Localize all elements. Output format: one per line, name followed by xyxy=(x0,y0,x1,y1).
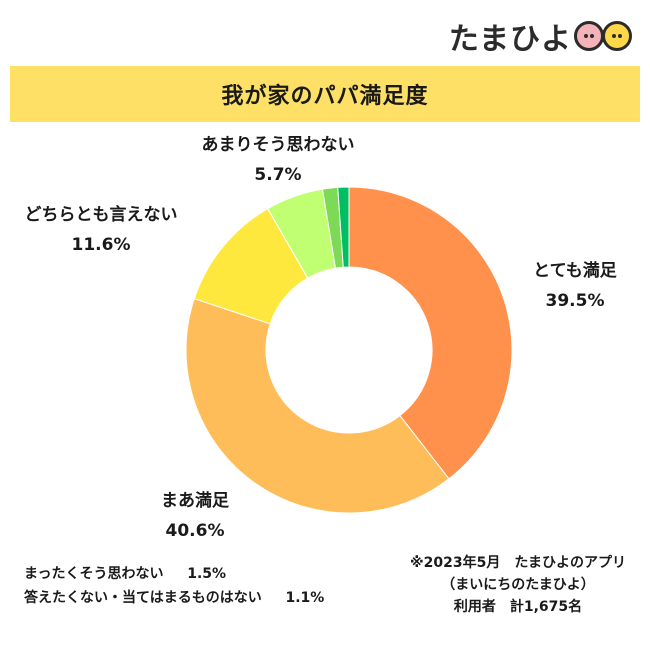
title-bar: 我が家のパパ満足度 xyxy=(10,66,640,122)
note-not-at-all-label: まったくそう思わない xyxy=(24,566,164,582)
label-not-really-name: あまりそう思わない xyxy=(201,135,355,155)
source-line-3: 利用者 計1,675名 xyxy=(453,599,583,615)
logo-faces-icon xyxy=(574,21,632,51)
brand-logo: たまひよ xyxy=(449,14,632,58)
label-neither-name: どちらとも言えない xyxy=(24,205,178,225)
note-no-answer: 答えたくない・当てはまるものはない 1.1% xyxy=(24,586,324,610)
chart-title: 我が家のパパ満足度 xyxy=(221,84,429,109)
label-somewhat-satisfied-value: 40.6% xyxy=(165,521,225,541)
note-not-at-all-value: 1.5% xyxy=(187,566,227,582)
label-very-satisfied-value: 39.5% xyxy=(545,291,605,311)
label-very-satisfied: とても満足 39.5% xyxy=(520,256,630,316)
source-line-1: ※2023年5月 たまひよのアプリ xyxy=(410,555,626,571)
label-neither: どちらとも言えない 11.6% xyxy=(6,200,196,260)
label-somewhat-satisfied-name: まあ満足 xyxy=(161,491,229,511)
source-note: ※2023年5月 たまひよのアプリ （まいにちのたまひよ） 利用者 計1,675… xyxy=(398,552,638,618)
logo-text: たまひよ xyxy=(448,22,572,57)
slice-somewhat-satisfied xyxy=(185,298,450,514)
label-very-satisfied-name: とても満足 xyxy=(533,261,617,281)
label-somewhat-satisfied: まあ満足 40.6% xyxy=(120,486,270,546)
label-not-really: あまりそう思わない 5.7% xyxy=(178,130,378,190)
yellow-face-icon xyxy=(602,21,632,51)
label-neither-value: 11.6% xyxy=(71,235,131,255)
label-not-really-value: 5.7% xyxy=(254,165,302,185)
source-line-2: （まいにちのたまひよ） xyxy=(441,577,595,593)
slice-no-answer xyxy=(337,186,350,268)
slice-very-satisfied xyxy=(348,186,513,480)
note-no-answer-value: 1.1% xyxy=(285,590,325,606)
note-not-at-all: まったくそう思わない 1.5% xyxy=(24,562,226,586)
note-no-answer-label: 答えたくない・当てはまるものはない xyxy=(24,590,262,606)
